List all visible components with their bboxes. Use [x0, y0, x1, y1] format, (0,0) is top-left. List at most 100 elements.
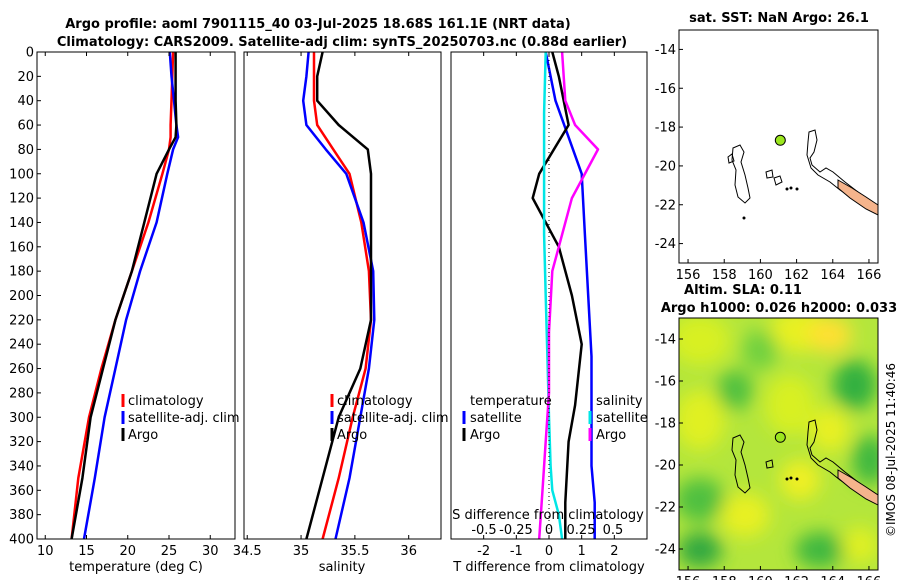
legend-temperature-heading: temperature	[470, 394, 552, 409]
temperature-x-ticks: 10 15 20 25 30	[37, 52, 219, 559]
salinity-xlabel: salinity	[319, 560, 366, 575]
s-tick-05: 0.5	[603, 523, 624, 538]
sst-map-title: sat. SST: NaN Argo: 26.1	[689, 11, 869, 26]
salinity-diff-legend: salinity satellite Argo	[588, 394, 648, 443]
sla-field	[679, 318, 878, 570]
sla-map-panel: Altim. SLA: 0.11 Argo h1000: 0.026 h2000…	[655, 283, 897, 580]
salinity-x-ticks: 34.5 35 35.5 36	[233, 52, 417, 559]
lon-tick-label: 158	[712, 268, 737, 283]
sla-blobs	[679, 318, 878, 568]
x-tick-label: 35.5	[340, 544, 369, 559]
sla-blob	[742, 330, 778, 370]
lat-tick-label: -14	[655, 43, 676, 58]
lat-tick-label: -22	[655, 501, 676, 516]
legend-t-satellite: satellite	[470, 411, 522, 426]
legend-s-argo: Argo	[596, 428, 626, 443]
x-tick-label: 36	[400, 544, 417, 559]
lon-tick-label: 160	[748, 575, 773, 580]
lon-tick-label: 156	[676, 268, 701, 283]
islet	[742, 216, 746, 220]
sla-blob	[833, 360, 877, 410]
sla-blob	[808, 318, 852, 353]
legend-satellite: satellite-adj. clim	[337, 411, 449, 426]
x-tick-label: 15	[78, 544, 95, 559]
new-caledonia-outline	[731, 434, 751, 494]
sst-map-frame	[678, 29, 879, 264]
sla-blob	[765, 375, 815, 435]
sla-blob	[720, 493, 770, 537]
x-tick-label: 30	[202, 544, 219, 559]
sla-blob	[717, 370, 753, 410]
sla-blob	[679, 532, 722, 568]
legend-argo: Argo	[128, 428, 158, 443]
sst-map-panel: sat. SST: NaN Argo: 26.1 156 158 160 162 164…	[655, 11, 882, 283]
x-tick-label: -2	[477, 544, 490, 559]
legend-climatology: climatology	[128, 394, 204, 409]
series-line-satellite-adj-clim	[301, 51, 376, 540]
temperature-marks	[70, 51, 180, 540]
lat-tick-label: -24	[655, 237, 676, 252]
lon-tick-label: 162	[784, 268, 809, 283]
sla-lat-ticks: -14 -16 -18 -20 -22 -24	[655, 333, 683, 558]
lon-tick-label: 162	[784, 575, 809, 580]
salinity-marks	[301, 51, 376, 540]
legend-satellite: satellite-adj. clim	[128, 411, 240, 426]
difference-xlabel: T difference from climatology	[452, 560, 645, 575]
sst-lat-ticks: -14 -16 -18 -20 -22 -24	[655, 43, 683, 252]
legend-t-argo: Argo	[470, 428, 500, 443]
depth-tick-label: 220	[9, 313, 34, 328]
series-line-climatology	[312, 52, 373, 540]
lat-tick-label: -16	[655, 375, 676, 390]
legend-argo: Argo	[337, 428, 367, 443]
x-tick-label: 10	[37, 544, 54, 559]
legend-climatology: climatology	[337, 394, 413, 409]
temperature-legend: climatology satellite-adj. clim Argo	[121, 394, 240, 443]
series-line-t-satellite	[544, 51, 596, 539]
lat-tick-label: -22	[655, 198, 676, 213]
depth-tick-label: 60	[17, 119, 34, 134]
depth-tick-label: 260	[9, 362, 34, 377]
sla-lon-ticks: 156 158 160 162 164 166	[676, 566, 881, 580]
depth-tick-label: 100	[9, 167, 34, 182]
imos-stamp: ©IMOS 08-Jul-2025 11:40:46	[884, 363, 898, 537]
sla-blob	[852, 435, 878, 485]
series-line-s-argo	[537, 51, 600, 540]
depth-tick-label: 120	[9, 192, 34, 207]
new-caledonia-outline	[731, 144, 751, 204]
sla-title-line1: Altim. SLA: 0.11	[684, 283, 802, 298]
island-outline	[765, 169, 774, 179]
island-outline	[727, 153, 735, 164]
depth-tick-label: 80	[17, 143, 34, 158]
temperature-xlabel: temperature (deg C)	[69, 560, 203, 575]
depth-tick-label: 360	[9, 484, 34, 499]
temperature-frame	[36, 51, 236, 540]
depth-tick-label: 20	[17, 70, 34, 85]
figure-title-line2: Climatology: CARS2009. Satellite-adj cli…	[57, 35, 627, 50]
depth-tick-label: 180	[9, 265, 34, 280]
lat-tick-label: -16	[655, 82, 676, 97]
depth-tick-label: 160	[9, 240, 34, 255]
x-tick-label: 25	[161, 544, 178, 559]
temperature-depth-ticks: 0 20 40 60 80 100 120 140 160 180 200 220 240 260 280 3…	[9, 46, 41, 548]
sla-blob	[679, 478, 725, 522]
lon-tick-label: 158	[712, 575, 737, 580]
salinity-legend: climatology satellite-adj. clim Argo	[330, 394, 449, 443]
islet	[795, 187, 799, 191]
series-line-t-argo	[531, 51, 583, 539]
sla-title-line2: Argo h1000: 0.026 h2000: 0.033	[661, 301, 897, 316]
depth-tick-label: 40	[17, 94, 34, 109]
s-tick-0: 0	[545, 523, 553, 538]
sla-blob	[842, 527, 878, 563]
s-difference-label: S difference from climatology	[452, 508, 644, 523]
depth-tick-label: 200	[9, 289, 34, 304]
depth-tick-label: 340	[9, 459, 34, 474]
salinity-frame	[243, 51, 442, 540]
sla-blob	[679, 318, 730, 365]
figure-title-line1: Argo profile: aoml 7901115_40 03-Jul-202…	[65, 17, 571, 32]
island-outline	[773, 175, 783, 186]
lon-tick-label: 156	[676, 575, 701, 580]
series-line-s-satellite	[542, 51, 564, 540]
x-tick-label: 35	[293, 544, 310, 559]
temperature-diff-legend: temperature satellite Argo	[462, 394, 552, 443]
depth-tick-label: 240	[9, 338, 34, 353]
